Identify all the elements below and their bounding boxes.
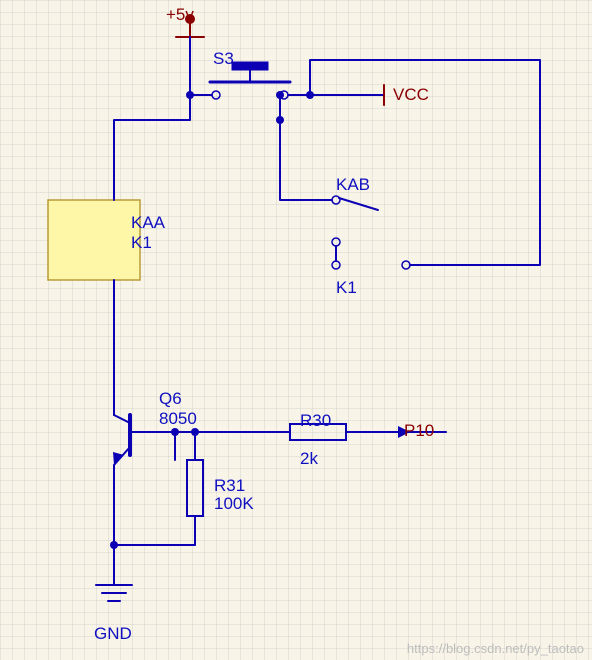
label-s3: S3 bbox=[213, 49, 234, 69]
label-r31_val: 100K bbox=[214, 494, 254, 514]
label-r31: R31 bbox=[214, 476, 245, 496]
label-plus5v: +5v bbox=[166, 5, 194, 25]
label-gnd: GND bbox=[94, 624, 132, 644]
label-kaa: KAA bbox=[131, 213, 165, 233]
label-q6: Q6 bbox=[159, 389, 182, 409]
label-r30_val: 2k bbox=[300, 449, 318, 469]
label-vcc: VCC bbox=[393, 85, 429, 105]
label-p10: P10 bbox=[404, 421, 434, 441]
label-kab: KAB bbox=[336, 175, 370, 195]
label-q6_part: 8050 bbox=[159, 409, 197, 429]
label-k1_right: K1 bbox=[336, 278, 357, 298]
label-kaa_ref: K1 bbox=[131, 233, 152, 253]
label-r30: R30 bbox=[300, 411, 331, 431]
watermark: https://blog.csdn.net/py_taotao bbox=[407, 641, 584, 656]
